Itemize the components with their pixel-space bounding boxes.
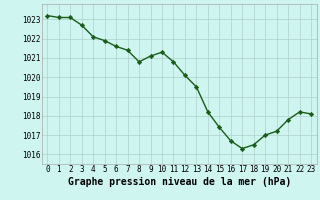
X-axis label: Graphe pression niveau de la mer (hPa): Graphe pression niveau de la mer (hPa): [68, 177, 291, 187]
